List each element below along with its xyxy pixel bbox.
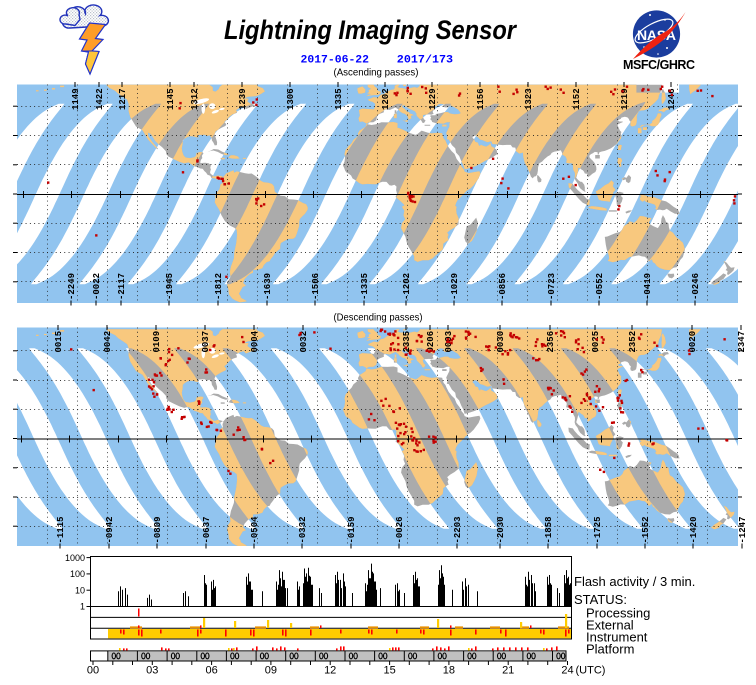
svg-text:1217: 1217	[118, 88, 128, 110]
svg-text:-2030: -2030	[496, 516, 506, 543]
svg-text:09: 09	[265, 665, 277, 677]
svg-text:-2117: -2117	[117, 273, 127, 300]
svg-text:0015: 0015	[54, 331, 64, 353]
svg-text:2352: 2352	[628, 331, 638, 353]
svg-text:1312: 1312	[190, 88, 200, 110]
svg-text:100: 100	[70, 569, 85, 579]
svg-text:-2249: -2249	[67, 273, 77, 300]
svg-text:-0723: -0723	[547, 273, 557, 300]
svg-text:2335: 2335	[402, 331, 412, 353]
svg-text:MSFC/GHRC: MSFC/GHRC	[623, 58, 695, 72]
svg-text:10: 10	[75, 585, 85, 595]
svg-text:-1552: -1552	[641, 516, 651, 543]
svg-text:-0856: -0856	[498, 273, 508, 300]
svg-text:21: 21	[502, 665, 514, 677]
svg-text:-1506: -1506	[311, 273, 321, 300]
svg-text:-1639: -1639	[263, 273, 273, 300]
svg-text:1145: 1145	[166, 88, 176, 110]
svg-text:1149: 1149	[71, 88, 81, 110]
svg-text:-1725: -1725	[593, 516, 603, 543]
svg-text:15: 15	[383, 665, 395, 677]
svg-text:Platform: Platform	[586, 641, 634, 656]
svg-text:1323: 1323	[524, 88, 534, 110]
svg-text:1156: 1156	[476, 88, 486, 110]
svg-text:STATUS:: STATUS:	[574, 592, 627, 607]
svg-text:1306: 1306	[286, 88, 296, 110]
svg-text:-0022: -0022	[92, 273, 102, 300]
svg-text:-0942: -0942	[105, 516, 115, 543]
svg-text:0109: 0109	[152, 331, 162, 353]
svg-text:-0637: -0637	[202, 516, 212, 543]
svg-text:0030: 0030	[496, 331, 506, 353]
svg-text:-0159: -0159	[347, 516, 357, 543]
svg-text:-1029: -1029	[450, 273, 460, 300]
svg-text:-0419: -0419	[643, 273, 653, 300]
svg-text:(Descending passes): (Descending passes)	[334, 312, 423, 324]
svg-text:2356: 2356	[546, 331, 556, 353]
svg-text:-1247: -1247	[738, 516, 748, 543]
svg-text:-0332: -0332	[298, 516, 308, 543]
svg-text:0206: 0206	[426, 331, 436, 353]
svg-text:-0246: -0246	[691, 273, 701, 300]
svg-text:1152: 1152	[572, 88, 582, 110]
svg-text:Flash activity / 3 min.: Flash activity / 3 min.	[574, 574, 695, 589]
svg-text:0042: 0042	[103, 331, 113, 353]
svg-text:-1812: -1812	[214, 273, 224, 300]
svg-text:-1115: -1115	[56, 516, 66, 543]
svg-text:1: 1	[80, 602, 85, 612]
svg-text:Processing: Processing	[586, 606, 650, 621]
svg-text:0032: 0032	[299, 331, 309, 353]
svg-text:1202: 1202	[381, 88, 391, 110]
svg-text:1229: 1229	[428, 88, 438, 110]
svg-text:1239: 1239	[238, 88, 248, 110]
svg-text:2017-06-22: 2017-06-22	[301, 55, 370, 67]
svg-text:18: 18	[443, 665, 455, 677]
svg-text:1335: 1335	[334, 88, 344, 110]
svg-text:0004: 0004	[250, 330, 260, 352]
svg-text:2347: 2347	[737, 331, 747, 353]
svg-text:12: 12	[324, 665, 336, 677]
svg-text:0037: 0037	[201, 331, 211, 353]
svg-text:-0809: -0809	[153, 516, 163, 543]
svg-text:0020: 0020	[688, 331, 698, 353]
svg-text:1000: 1000	[65, 553, 85, 563]
svg-text:1422: 1422	[95, 88, 105, 110]
svg-text:2017/173: 2017/173	[397, 55, 454, 67]
svg-text:1246: 1246	[667, 88, 677, 110]
svg-text:-0504: -0504	[250, 516, 260, 544]
svg-text:00: 00	[87, 665, 99, 677]
svg-text:-1945: -1945	[165, 273, 175, 300]
svg-text:External: External	[586, 618, 634, 633]
svg-text:Instrument: Instrument	[586, 629, 648, 644]
svg-text:0025: 0025	[591, 331, 601, 353]
svg-text:-0552: -0552	[595, 273, 605, 300]
svg-text:(Ascending passes): (Ascending passes)	[334, 67, 419, 79]
svg-text:06: 06	[205, 665, 217, 677]
svg-text:-1202: -1202	[402, 273, 412, 300]
svg-text:1219: 1219	[620, 88, 630, 110]
svg-text:(UTC): (UTC)	[576, 665, 606, 677]
svg-text:Lightning Imaging Sensor: Lightning Imaging Sensor	[224, 15, 517, 45]
svg-text:-0026: -0026	[395, 516, 405, 543]
svg-text:24: 24	[561, 665, 573, 677]
svg-text:-1420: -1420	[689, 516, 699, 543]
svg-text:NASA: NASA	[637, 27, 676, 43]
svg-text:03: 03	[146, 665, 158, 677]
svg-text:-1335: -1335	[360, 273, 370, 300]
svg-text:-1858: -1858	[544, 516, 554, 543]
svg-text:-2203: -2203	[453, 516, 463, 543]
